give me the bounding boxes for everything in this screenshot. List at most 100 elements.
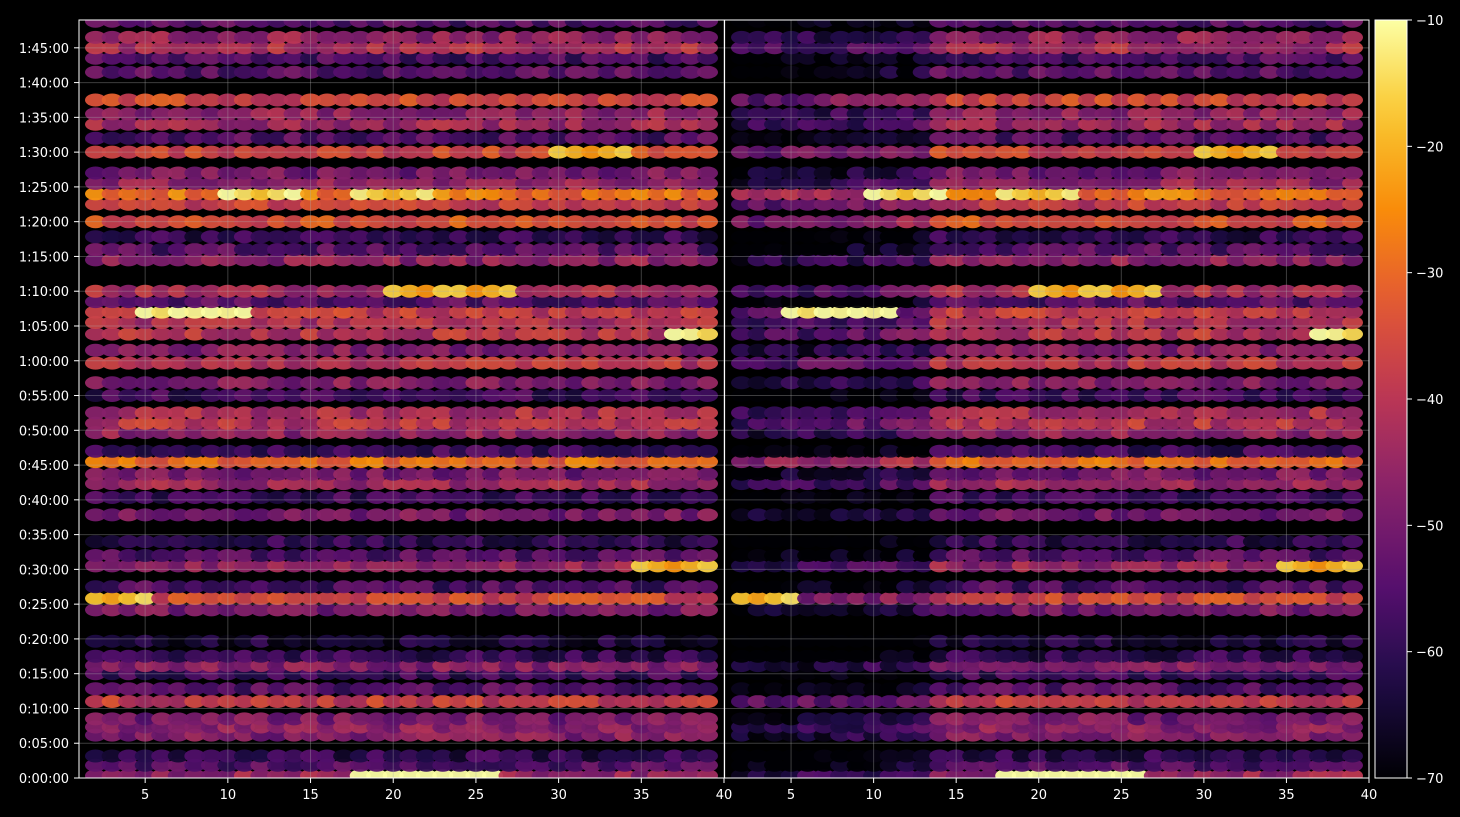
heatmap-cell [349, 416, 371, 430]
heatmap-cell [1325, 30, 1347, 44]
heatmap-cell [647, 758, 669, 772]
heatmap-cell [647, 305, 669, 319]
heatmap-cell [498, 426, 520, 440]
heatmap-cell [432, 455, 454, 469]
heatmap-cell [962, 187, 984, 201]
heatmap-cell [548, 176, 570, 190]
heatmap-cell [1193, 591, 1215, 605]
heatmap-cell [995, 406, 1017, 420]
heatmap-cell [349, 634, 371, 648]
heatmap-cell [614, 117, 636, 131]
heatmap-cell [945, 131, 967, 145]
heatmap-cell [85, 197, 106, 211]
heatmap-cell [697, 230, 718, 244]
heatmap-cell [415, 107, 437, 121]
heatmap-cell [1176, 444, 1198, 458]
heatmap-cell [366, 327, 388, 341]
heatmap-cell [863, 406, 885, 420]
heatmap-cell [912, 30, 934, 44]
heatmap-cell [614, 284, 636, 298]
heatmap-cell [151, 649, 173, 663]
heatmap-cell [663, 176, 685, 190]
heatmap-cell [1077, 343, 1099, 357]
heatmap-cell [316, 758, 338, 772]
heatmap-cell [731, 580, 752, 594]
heatmap-cell [1209, 305, 1231, 319]
heatmap-cell [1143, 758, 1165, 772]
heatmap-cell [929, 215, 951, 229]
heatmap-cell [316, 65, 338, 79]
heatmap-cell [283, 477, 305, 491]
heatmap-cell [482, 20, 503, 28]
heatmap-cell [1309, 549, 1330, 562]
heatmap-cell [1342, 107, 1363, 121]
heatmap-cell [283, 603, 305, 617]
heatmap-cell [647, 535, 669, 549]
heatmap-cell [1011, 649, 1033, 663]
heatmap-cell [1011, 455, 1033, 469]
heatmap-cell [813, 444, 835, 458]
heatmap-cell [1309, 634, 1330, 648]
heatmap-cell [1077, 467, 1099, 481]
heatmap-cell [233, 634, 255, 648]
heatmap-cell [151, 549, 173, 562]
heatmap-cell [630, 20, 652, 28]
x-tick-label: 5 [141, 788, 149, 803]
heatmap-cell [1044, 65, 1066, 79]
heatmap-cell [482, 107, 503, 121]
heatmap-cell [1226, 649, 1248, 663]
heatmap-cell [1176, 117, 1198, 131]
heatmap-cell [1193, 535, 1215, 549]
heatmap-cell [597, 131, 619, 145]
heatmap-cell [1160, 117, 1182, 131]
heatmap-cell [1342, 243, 1363, 256]
heatmap-cell [167, 491, 189, 504]
y-tick-label: 1:25:00 [19, 181, 69, 196]
heatmap-cell [1176, 305, 1198, 319]
heatmap-cell [597, 376, 619, 390]
heatmap-cell [1110, 444, 1132, 458]
heatmap-cell [830, 535, 852, 549]
heatmap-cell [1325, 305, 1347, 319]
heatmap-cell [1292, 356, 1314, 370]
heatmap-cell [896, 107, 918, 121]
heatmap-cell [747, 197, 769, 211]
heatmap-cell [1176, 176, 1198, 190]
heatmap-cell [1061, 749, 1083, 763]
heatmap-cell [151, 580, 173, 594]
heatmap-cell [1226, 712, 1248, 726]
heatmap-cell [780, 176, 802, 190]
heatmap-cell [399, 117, 421, 131]
heatmap-cell [300, 215, 321, 229]
heatmap-cell [1242, 769, 1264, 778]
heatmap-cell [1193, 65, 1215, 79]
heatmap-cell [498, 649, 520, 663]
heatmap-cell [995, 416, 1017, 430]
heatmap-cell [349, 327, 371, 341]
heatmap-cell [1209, 491, 1231, 504]
heatmap-cell [1259, 455, 1281, 469]
heatmap-cell [697, 215, 718, 229]
heatmap-cell [250, 389, 272, 402]
heatmap-cell [250, 406, 272, 420]
heatmap-cell [1309, 406, 1330, 420]
heatmap-cell [515, 389, 536, 402]
heatmap-cell [962, 284, 984, 298]
heatmap-cell [1292, 416, 1314, 430]
heatmap-cell [813, 305, 835, 319]
heatmap-cell [879, 695, 901, 708]
heatmap-cell [564, 659, 586, 673]
heatmap-cell [1193, 603, 1215, 617]
heatmap-cell [1011, 535, 1033, 549]
heatmap-cell [614, 243, 636, 256]
heatmap-cell [482, 356, 503, 370]
heatmap-cell [184, 416, 206, 430]
heatmap-cell [978, 416, 1000, 430]
heatmap-cell [697, 603, 718, 617]
heatmap-cell [863, 166, 885, 180]
heatmap-cell [1193, 444, 1215, 458]
heatmap-cell [912, 559, 934, 573]
heatmap-cell [531, 356, 553, 370]
heatmap-cell [1028, 426, 1050, 440]
heatmap-cell [1259, 477, 1281, 491]
